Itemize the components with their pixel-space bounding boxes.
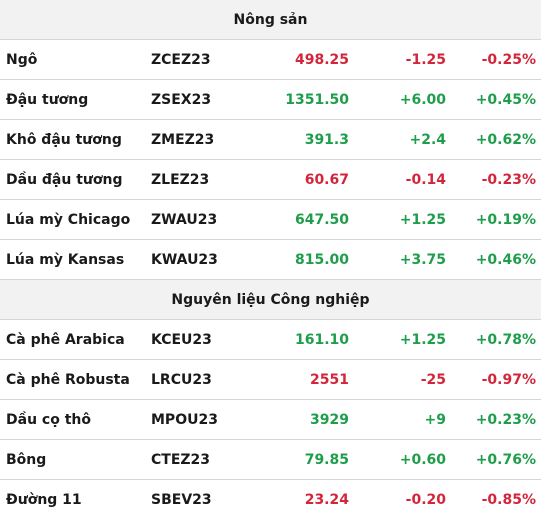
contract-code: ZWAU23 bbox=[151, 211, 218, 228]
commodity-name: Cà phê Robusta bbox=[6, 371, 130, 388]
commodity-name: Dầu cọ thô bbox=[6, 411, 91, 428]
change-percent: +0.46% bbox=[475, 251, 536, 268]
change-percent: +0.45% bbox=[475, 91, 536, 108]
contract-code: KCEU23 bbox=[151, 331, 212, 348]
change-value: +9 bbox=[424, 411, 446, 428]
contract-code: ZSEX23 bbox=[151, 91, 212, 108]
change-percent: +0.23% bbox=[475, 411, 536, 428]
contract-code: LRCU23 bbox=[151, 371, 212, 388]
change-value: +2.4 bbox=[409, 131, 446, 148]
contract-code: ZCEZ23 bbox=[151, 51, 211, 68]
commodity-name: Khô đậu tương bbox=[6, 131, 122, 148]
change-value: -0.14 bbox=[405, 171, 446, 188]
table-row: Cà phê Arabica KCEU23 161.10 +1.25 +0.78… bbox=[0, 320, 541, 360]
contract-code: CTEZ23 bbox=[151, 451, 211, 468]
change-percent: +0.76% bbox=[475, 451, 536, 468]
section-header-agriculture: Nông sản bbox=[0, 0, 541, 40]
price-value: 23.24 bbox=[304, 492, 349, 508]
section-title: Nông sản bbox=[233, 11, 308, 28]
section-header-industrial: Nguyên liệu Công nghiệp bbox=[0, 280, 541, 320]
change-percent: +0.19% bbox=[475, 211, 536, 228]
price-value: 2551 bbox=[310, 371, 349, 388]
change-value: -1.25 bbox=[405, 51, 446, 68]
table-row: Đường 11 SBEV23 23.24 -0.20 -0.85% bbox=[0, 480, 541, 520]
price-value: 498.25 bbox=[294, 51, 349, 68]
table-row: Ngô ZCEZ23 498.25 -1.25 -0.25% bbox=[0, 40, 541, 80]
change-percent: +0.62% bbox=[475, 131, 536, 148]
table-row: Đậu tương ZSEX23 1351.50 +6.00 +0.45% bbox=[0, 80, 541, 120]
commodity-name: Đậu tương bbox=[6, 91, 89, 108]
table-row: Dầu cọ thô MPOU23 3929 +9 +0.23% bbox=[0, 400, 541, 440]
price-value: 647.50 bbox=[294, 211, 349, 228]
table-row: Khô đậu tương ZMEZ23 391.3 +2.4 +0.62% bbox=[0, 120, 541, 160]
change-value: +6.00 bbox=[399, 91, 446, 108]
commodity-name: Đường 11 bbox=[6, 492, 82, 508]
price-value: 391.3 bbox=[304, 131, 349, 148]
change-value: +0.60 bbox=[399, 451, 446, 468]
commodity-name: Lúa mỳ Kansas bbox=[6, 251, 125, 268]
table-row: Lúa mỳ Kansas KWAU23 815.00 +3.75 +0.46% bbox=[0, 240, 541, 280]
change-percent: -0.25% bbox=[481, 51, 536, 68]
commodity-name: Bông bbox=[6, 451, 47, 468]
change-value: +3.75 bbox=[399, 251, 446, 268]
table-row: Cà phê Robusta LRCU23 2551 -25 -0.97% bbox=[0, 360, 541, 400]
contract-code: ZLEZ23 bbox=[151, 171, 210, 188]
table-row: Lúa mỳ Chicago ZWAU23 647.50 +1.25 +0.19… bbox=[0, 200, 541, 240]
contract-code: ZMEZ23 bbox=[151, 131, 215, 148]
commodity-name: Dầu đậu tương bbox=[6, 171, 123, 188]
contract-code: SBEV23 bbox=[151, 492, 212, 508]
section-title: Nguyên liệu Công nghiệp bbox=[171, 291, 370, 308]
change-percent: -0.23% bbox=[481, 171, 536, 188]
contract-code: KWAU23 bbox=[151, 251, 218, 268]
change-percent: +0.78% bbox=[475, 331, 536, 348]
price-value: 3929 bbox=[310, 411, 349, 428]
commodity-name: Ngô bbox=[6, 51, 38, 68]
price-value: 815.00 bbox=[294, 251, 349, 268]
change-percent: -0.97% bbox=[481, 371, 536, 388]
commodity-name: Cà phê Arabica bbox=[6, 331, 125, 348]
price-value: 79.85 bbox=[304, 451, 349, 468]
change-value: -25 bbox=[420, 371, 446, 388]
table-row: Bông CTEZ23 79.85 +0.60 +0.76% bbox=[0, 440, 541, 480]
change-value: +1.25 bbox=[399, 331, 446, 348]
commodity-name: Lúa mỳ Chicago bbox=[6, 211, 131, 228]
change-percent: -0.85% bbox=[481, 492, 536, 508]
table-row: Dầu đậu tương ZLEZ23 60.67 -0.14 -0.23% bbox=[0, 160, 541, 200]
price-value: 60.67 bbox=[304, 171, 349, 188]
price-value: 1351.50 bbox=[285, 91, 349, 108]
price-value: 161.10 bbox=[294, 331, 349, 348]
contract-code: MPOU23 bbox=[151, 411, 218, 428]
change-value: +1.25 bbox=[399, 211, 446, 228]
change-value: -0.20 bbox=[405, 492, 446, 508]
